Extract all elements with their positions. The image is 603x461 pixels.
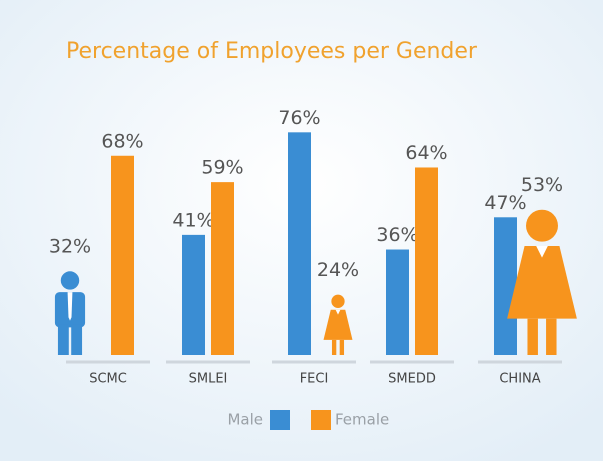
bar: [288, 132, 311, 355]
icon-head: [331, 294, 345, 308]
icon-leg: [71, 324, 83, 355]
bar: [386, 249, 409, 355]
value-label: 41%: [172, 209, 214, 231]
icon-leg: [57, 324, 69, 355]
x-tick-label: SMEDD: [388, 372, 436, 387]
person-icon: [54, 271, 86, 355]
x-tick-label: FECI: [300, 372, 329, 387]
icon-dress: [507, 246, 577, 319]
value-label: 36%: [376, 224, 418, 246]
value-label: 32%: [49, 236, 91, 258]
value-label: 64%: [405, 142, 447, 164]
chart-title: Percentage of Employees per Gender: [66, 39, 478, 64]
legend-swatch: [270, 410, 290, 430]
value-label: 53%: [521, 174, 563, 196]
bar: [494, 217, 517, 355]
bar: [211, 182, 234, 355]
legend-swatch: [311, 410, 331, 430]
icon-leg: [527, 318, 538, 355]
icon-leg: [339, 339, 345, 355]
x-tick-label: SMLEI: [189, 372, 228, 387]
person-icon: [507, 209, 577, 355]
icon-collar: [335, 309, 341, 315]
icon-head: [526, 209, 558, 242]
x-tick-label: SCMC: [89, 372, 127, 387]
value-label: 68%: [101, 130, 143, 152]
icon-dress: [323, 309, 353, 340]
icon-head: [60, 271, 80, 290]
bar: [111, 155, 134, 355]
value-label: 24%: [317, 259, 359, 281]
legend-label: Female: [335, 411, 389, 429]
icon-leg: [546, 318, 557, 355]
legend-label: Male: [227, 411, 263, 429]
x-tick-label: CHINA: [499, 372, 540, 387]
value-label: 47%: [484, 192, 526, 214]
icon-tie: [67, 292, 73, 321]
bar: [415, 167, 438, 355]
value-label: 76%: [278, 107, 320, 129]
icon-leg: [331, 339, 337, 355]
bar: [182, 234, 205, 355]
person-icon: [323, 294, 353, 355]
value-label: 59%: [201, 157, 243, 179]
icon-collar: [536, 246, 548, 258]
